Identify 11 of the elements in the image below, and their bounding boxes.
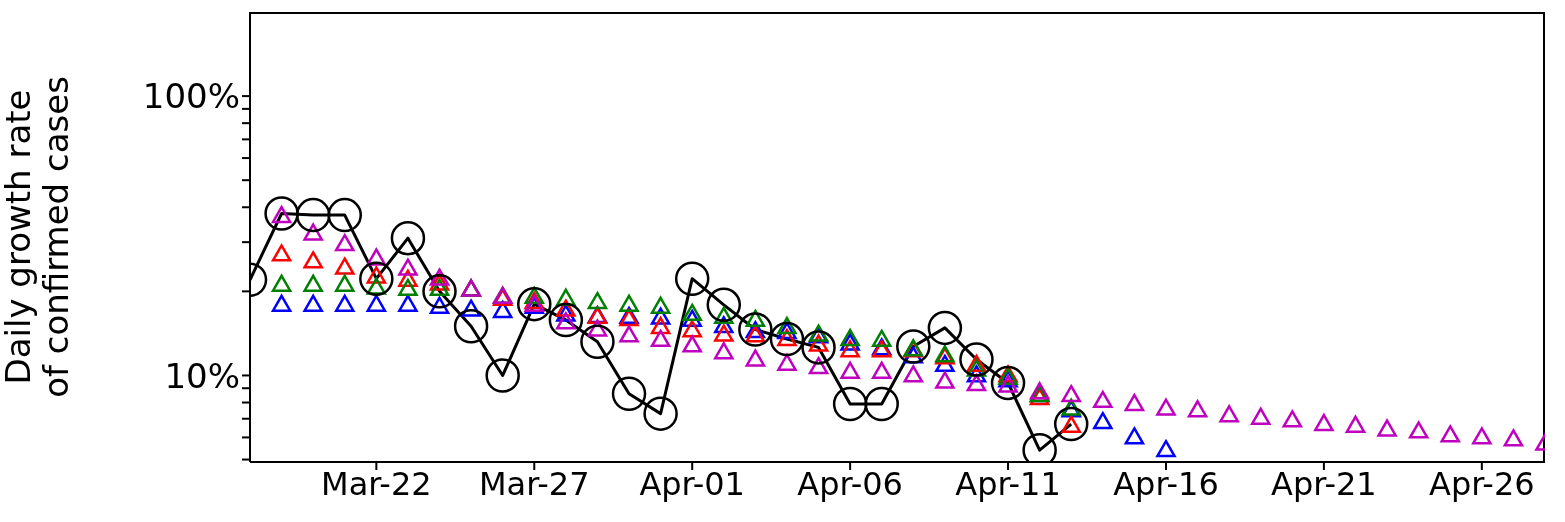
- x-tick-label: Mar-27: [478, 464, 590, 503]
- x-tick-label: Apr-16: [1113, 464, 1219, 503]
- y-tick-label: 100%: [142, 76, 240, 117]
- x-tick-label: Apr-26: [1429, 464, 1535, 503]
- x-tick-label: Apr-01: [639, 464, 745, 503]
- y-axis-title: Daily growth rate of confirmed cases: [0, 76, 76, 398]
- x-tick-label: Apr-11: [955, 464, 1061, 503]
- y-tick-label: 10%: [164, 355, 240, 396]
- x-tick-label: Apr-06: [797, 464, 903, 503]
- x-tick-label: Apr-21: [1271, 464, 1377, 503]
- x-tick-label: Mar-22: [321, 464, 432, 503]
